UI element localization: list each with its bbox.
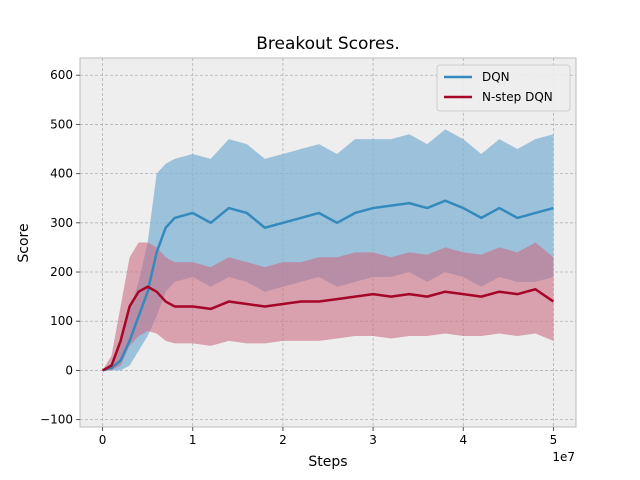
x-tick-label: 1 (189, 433, 197, 447)
series-lines (101, 199, 555, 372)
chart-title: Breakout Scores. (256, 34, 400, 54)
x-tick-label: 2 (279, 433, 287, 447)
x-tick-label: 4 (459, 433, 467, 447)
y-tick-label: 300 (50, 216, 73, 230)
y-tick-label: −100 (40, 413, 73, 427)
x-axis-offset-label: 1e7 (552, 450, 575, 464)
confidence-bands (102, 129, 554, 371)
x-tick-label: 5 (550, 433, 558, 447)
y-axis-label: Score (16, 223, 32, 262)
series-line-dqn (102, 199, 554, 372)
y-tick-label: 600 (50, 68, 73, 82)
x-tick-label: 0 (99, 433, 107, 447)
y-axis-ticks: −100 0 100 200 300 400 500 600 (40, 68, 80, 427)
band-n-step-dqn (102, 242, 554, 371)
y-tick-label: 200 (50, 265, 73, 279)
y-tick-label: 500 (50, 117, 73, 131)
legend-label-nstep-dqn: N-step DQN (482, 90, 553, 104)
y-tick-label: 0 (65, 363, 73, 377)
legend: DQN N-step DQN (436, 64, 571, 112)
y-tick-label: 100 (50, 314, 73, 328)
legend-label-dqn: DQN (482, 70, 510, 84)
x-axis-label: Steps (308, 454, 347, 470)
band-dqn (102, 129, 554, 371)
x-tick-label: 3 (369, 433, 377, 447)
y-tick-label: 400 (50, 167, 73, 181)
series-line-n-step-dqn (101, 285, 555, 372)
x-axis-ticks: 0 1 2 3 4 5 (99, 427, 558, 447)
